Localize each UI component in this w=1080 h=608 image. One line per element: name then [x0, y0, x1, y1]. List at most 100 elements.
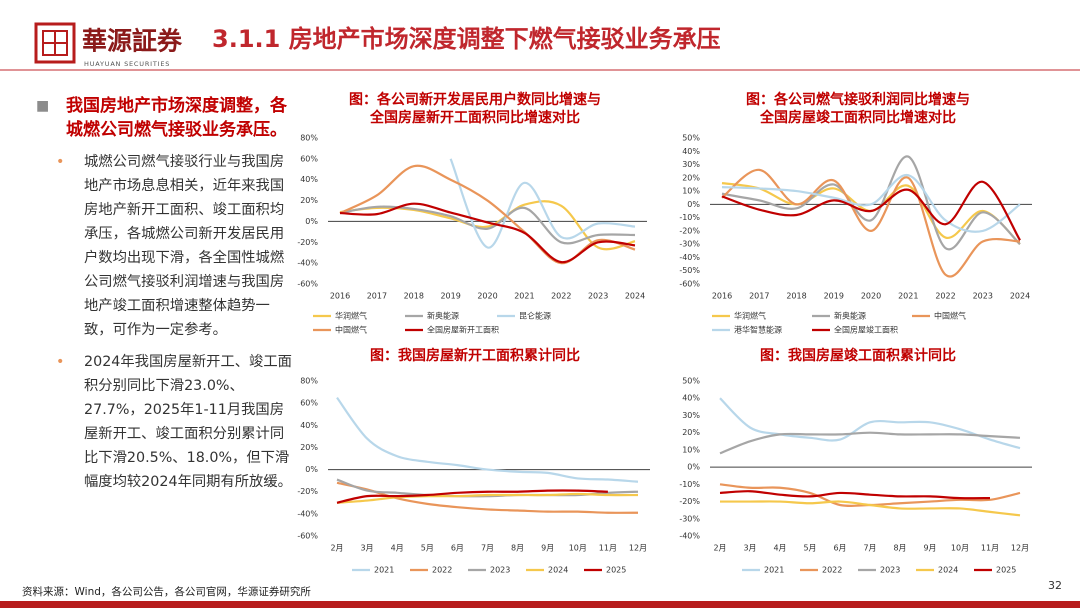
x-tick-label: 4月 — [391, 544, 404, 553]
y-tick-label: -60% — [297, 280, 318, 289]
x-tick-label: 2017 — [749, 292, 769, 301]
x-tick-label: 2021 — [898, 292, 918, 301]
x-tick-label: 9月 — [541, 544, 554, 553]
series-line — [336, 489, 608, 504]
y-tick-label: -60% — [679, 280, 700, 289]
x-tick-label: 2019 — [824, 292, 844, 301]
x-tick-label: 4月 — [773, 544, 786, 553]
legend-label: 2021 — [374, 566, 394, 575]
x-tick-label: 2023 — [588, 292, 608, 301]
summary-heading: ■ 我国房地产市场深度调整，各城燃公司燃气接驳业务承压。 — [36, 94, 294, 142]
point-text: 2024年我国房屋新开工、竣工面积分别同比下滑23.0%、27.7%，2025年… — [84, 354, 292, 490]
legend-label: 2023 — [490, 566, 510, 575]
y-tick-label: 20% — [300, 196, 318, 205]
y-tick-label: 20% — [682, 173, 700, 182]
series-line — [720, 500, 1021, 517]
x-tick-label: 11月 — [981, 544, 999, 553]
series-line — [721, 155, 1021, 251]
legend-label: 港华智慧能源 — [734, 325, 782, 335]
x-tick-label: 10月 — [951, 544, 969, 553]
y-tick-label: 20% — [682, 428, 700, 437]
x-tick-label: 3月 — [361, 544, 374, 553]
source-note: 资料来源：Wind，各公司公告，各公司官网，华源证券研究所 — [22, 586, 311, 598]
footer-bar — [0, 601, 1080, 608]
y-tick-label: 30% — [682, 411, 700, 420]
y-tick-label: 60% — [300, 399, 318, 408]
y-tick-label: 60% — [300, 154, 318, 163]
page-number: 32 — [1048, 579, 1062, 592]
slide-title: 3.1.1 房地产市场深度调整下燃气接驳业务承压 — [212, 25, 721, 53]
series-line — [719, 431, 1021, 455]
y-tick-label: 40% — [682, 394, 700, 403]
x-tick-label: 5月 — [421, 544, 434, 553]
y-tick-label: 0% — [305, 217, 318, 226]
chart-title: 图：各公司燃气接驳利润同比增速与 — [746, 91, 970, 108]
x-tick-label: 2020 — [477, 292, 497, 301]
x-tick-label: 7月 — [481, 544, 494, 553]
x-tick-label: 3月 — [743, 544, 756, 553]
y-tick-label: -40% — [679, 253, 700, 262]
x-tick-label: 8月 — [511, 544, 524, 553]
x-tick-label: 2016 — [712, 292, 732, 301]
legend-label: 中国燃气 — [934, 311, 966, 321]
logo-text: 華源証券 — [82, 27, 183, 56]
legend-label: 全国房屋竣工面积 — [834, 325, 898, 335]
x-tick-label: 12月 — [1011, 544, 1029, 553]
x-tick-label: 2018 — [786, 292, 806, 301]
y-tick-label: 10% — [682, 187, 700, 196]
legend-label: 华润燃气 — [734, 311, 766, 321]
heading-text: 我国房地产市场深度调整，各城燃公司燃气接驳业务承压。 — [66, 96, 287, 140]
legend-label: 昆仑能源 — [519, 311, 551, 321]
y-tick-label: 40% — [300, 421, 318, 430]
series-line — [721, 168, 1021, 278]
y-tick-label: -10% — [679, 213, 700, 222]
legend-label: 华润燃气 — [335, 311, 367, 321]
series-line — [336, 396, 639, 483]
series-line — [336, 492, 639, 504]
y-tick-label: -20% — [679, 497, 700, 506]
x-tick-label: 2月 — [713, 544, 726, 553]
y-tick-label: 20% — [300, 443, 318, 452]
y-tick-label: -40% — [297, 259, 318, 268]
x-tick-label: 11月 — [599, 544, 617, 553]
logo-subtext: HUAYUAN SECURITIES — [84, 60, 170, 68]
series-line — [721, 174, 1021, 233]
y-tick-label: -30% — [679, 240, 700, 249]
y-tick-label: -20% — [679, 226, 700, 235]
x-tick-label: 2022 — [551, 292, 571, 301]
x-tick-label: 2017 — [367, 292, 387, 301]
y-tick-label: -10% — [679, 480, 700, 489]
legend-label: 2025 — [996, 566, 1016, 575]
x-tick-label: 6月 — [451, 544, 464, 553]
y-tick-label: 50% — [682, 134, 700, 143]
legend-label: 2022 — [432, 566, 452, 575]
chart-title: 图：我国房屋竣工面积累计同比 — [760, 347, 956, 364]
chart-title: 全国房屋竣工面积同比增速对比 — [759, 109, 956, 126]
legend-label: 2024 — [548, 566, 568, 575]
x-tick-label: 2024 — [1010, 292, 1030, 301]
x-tick-label: 8月 — [893, 544, 906, 553]
legend-label: 2023 — [880, 566, 900, 575]
y-tick-label: -50% — [679, 266, 700, 275]
y-tick-label: 40% — [300, 175, 318, 184]
y-tick-label: -60% — [297, 532, 318, 541]
y-tick-label: 40% — [682, 147, 700, 156]
y-tick-label: -40% — [297, 509, 318, 518]
x-tick-label: 2019 — [440, 292, 460, 301]
x-tick-label: 12月 — [629, 544, 647, 553]
legend-label: 2024 — [938, 566, 958, 575]
x-tick-label: 2020 — [861, 292, 881, 301]
series-line — [719, 490, 991, 500]
legend-label: 中国燃气 — [335, 325, 367, 335]
y-tick-label: 50% — [682, 377, 700, 386]
x-tick-label: 2024 — [625, 292, 645, 301]
x-tick-label: 2016 — [330, 292, 350, 301]
legend-label: 2021 — [764, 566, 784, 575]
y-tick-label: 80% — [300, 134, 318, 143]
x-tick-label: 2月 — [330, 544, 343, 553]
legend-label: 新奥能源 — [834, 311, 866, 321]
chart-title: 图：各公司新开发居民用户数同比增速与 — [349, 91, 601, 108]
x-tick-label: 7月 — [863, 544, 876, 553]
series-line — [721, 180, 1021, 241]
